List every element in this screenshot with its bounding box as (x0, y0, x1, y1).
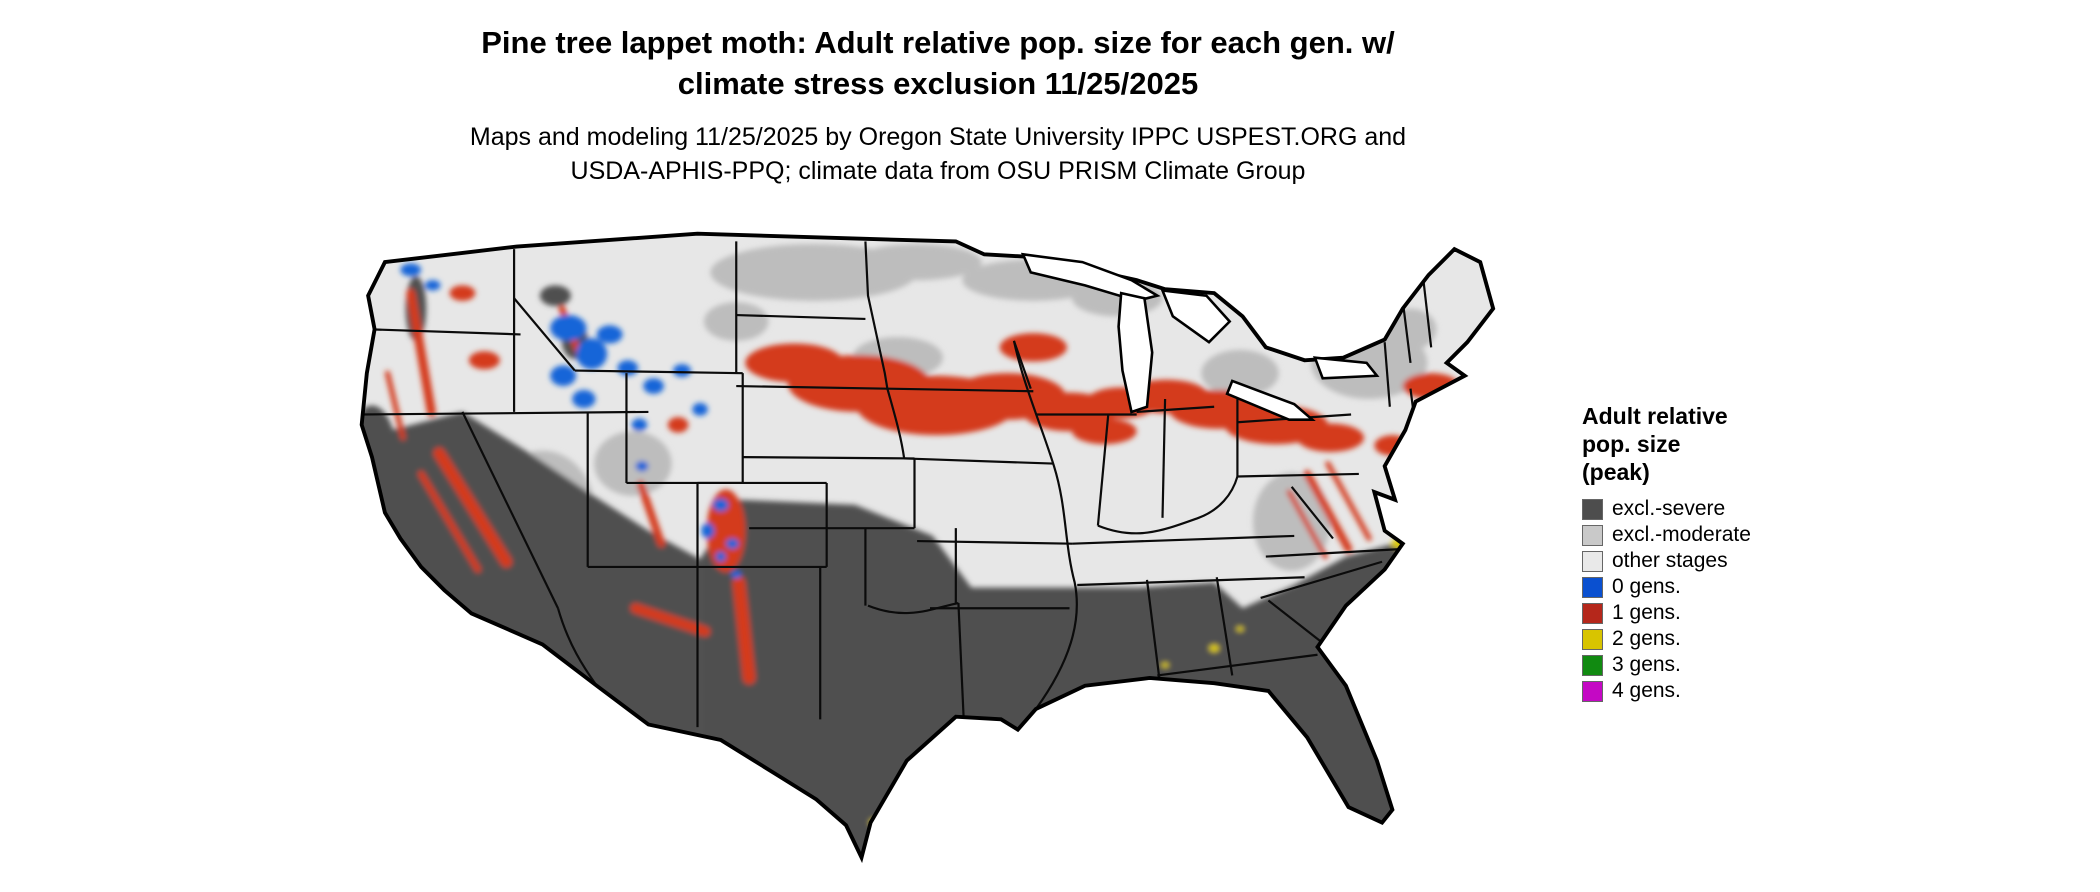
lake-superior (1020, 252, 1161, 303)
legend-item-label: 0 gens. (1612, 575, 1681, 598)
legend-item: 2 gens. (1582, 626, 1751, 652)
map-title-line2: climate stress exclusion 11/25/2025 (677, 66, 1199, 101)
map-raster (361, 233, 1494, 858)
lake-erie (1225, 379, 1316, 421)
legend-swatch (1582, 550, 1603, 572)
legend-items: excl.-severe excl.-moderate other stages… (1582, 496, 1751, 704)
legend-item-label: excl.-severe (1612, 497, 1726, 520)
map-title: Pine tree lappet moth: Adult relative po… (0, 22, 1876, 104)
legend-item: excl.-severe (1582, 496, 1751, 522)
legend: Adult relative pop. size (peak) excl.-se… (1582, 402, 1751, 704)
raster-excl-moderate (490, 244, 1437, 571)
us-outline (359, 231, 1496, 864)
legend-swatch (1582, 602, 1603, 624)
map-attribution-line1: Maps and modeling 11/25/2025 by Oregon S… (469, 123, 1407, 151)
legend-item: 1 gens. (1582, 600, 1751, 626)
lake-michigan (1117, 291, 1154, 414)
legend-item-label: 1 gens. (1612, 601, 1681, 624)
lake-ontario (1312, 356, 1380, 380)
legend-swatch (1582, 680, 1603, 702)
legend-item-label: other stages (1612, 549, 1728, 572)
legend-title: Adult relative pop. size (peak) (1582, 402, 1751, 486)
legend-title-line3: (peak) (1582, 459, 1650, 485)
legend-item-label: 4 gens. (1612, 679, 1681, 702)
legend-swatch (1582, 524, 1603, 546)
raster-0-gens (400, 263, 742, 579)
legend-swatch (1582, 576, 1603, 598)
legend-item: excl.-moderate (1582, 522, 1751, 548)
us-map (359, 231, 1496, 864)
map-title-line1: Pine tree lappet moth: Adult relative po… (481, 25, 1395, 60)
map-attribution: Maps and modeling 11/25/2025 by Oregon S… (0, 120, 1876, 188)
legend-item: 0 gens. (1582, 574, 1751, 600)
legend-item-label: excl.-moderate (1612, 523, 1751, 546)
legend-item: 3 gens. (1582, 652, 1751, 678)
legend-item-label: 2 gens. (1612, 627, 1681, 650)
legend-swatch (1582, 498, 1603, 520)
legend-swatch (1582, 654, 1603, 676)
legend-swatch (1582, 628, 1603, 650)
lake-huron (1160, 288, 1232, 344)
legend-item: other stages (1582, 548, 1751, 574)
legend-item-label: 3 gens. (1612, 653, 1681, 676)
legend-title-line2: pop. size (1582, 431, 1681, 457)
legend-item: 4 gens. (1582, 678, 1751, 704)
great-lakes (1020, 252, 1380, 421)
state-borders (361, 241, 1433, 728)
map-attribution-line2: USDA-APHIS-PPQ; climate data from OSU PR… (570, 157, 1306, 185)
legend-title-line1: Adult relative (1582, 403, 1728, 429)
